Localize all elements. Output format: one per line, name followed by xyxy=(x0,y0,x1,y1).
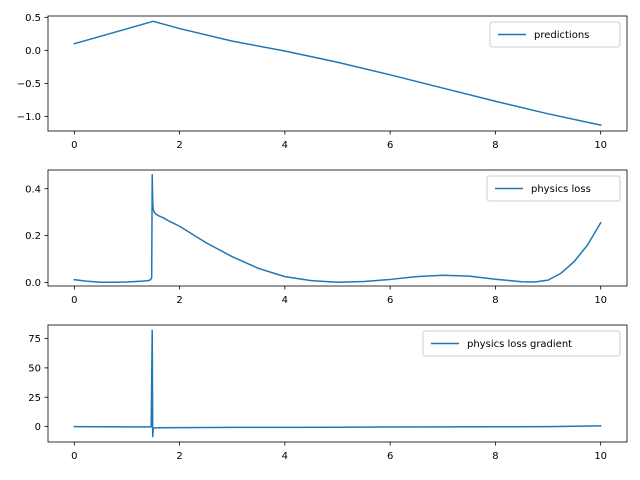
physics-loss-x-tick-label: 4 xyxy=(282,295,288,306)
physics-loss-gradient-x-tick-label: 4 xyxy=(282,451,288,462)
physics-loss-gradient-x-tick-label: 10 xyxy=(594,451,607,462)
predictions-y-tick-label: 0.5 xyxy=(25,13,41,24)
predictions-x-tick-label: 10 xyxy=(594,140,607,151)
physics-loss-subplot: 0 2 4 6 8 10 0.0 0.2 0.4 physics loss xyxy=(25,169,628,306)
physics-loss-series-line xyxy=(73,173,602,283)
predictions-x-tick-label: 6 xyxy=(387,140,393,151)
physics-loss-gradient-x-tick-label: 8 xyxy=(492,451,498,462)
physics-loss-x-tick-label: 10 xyxy=(594,295,607,306)
predictions-y-tick-label: −0.5 xyxy=(17,79,41,90)
physics-loss-x-tick-label: 6 xyxy=(387,295,393,306)
physics-loss-gradient-x-tick-label: 0 xyxy=(71,451,77,462)
physics-loss-gradient-legend: physics loss gradient xyxy=(422,330,621,357)
physics-loss-legend-box xyxy=(486,175,621,202)
physics-loss-gradient-series-line xyxy=(73,329,602,438)
predictions-x-tick-label: 0 xyxy=(71,140,77,151)
physics-loss-gradient-x-tick-label: 2 xyxy=(176,451,182,462)
physics-loss-legend: physics loss xyxy=(486,175,621,202)
predictions-x-tick-label: 8 xyxy=(492,140,498,151)
physics-loss-legend-label: physics loss xyxy=(531,184,591,195)
physics-loss-y-tick-label: 0.4 xyxy=(25,184,41,195)
physics-loss-gradient-legend-label: physics loss gradient xyxy=(467,339,572,350)
physics-loss-x-tick-label: 2 xyxy=(176,295,182,306)
physics-loss-gradient-y-tick-label: 50 xyxy=(28,363,41,374)
predictions-series-line xyxy=(73,20,602,126)
predictions-x-tick-label: 2 xyxy=(176,140,182,151)
predictions-axes-frame xyxy=(47,15,628,132)
physics-loss-x-tick-label: 8 xyxy=(492,295,498,306)
predictions-legend-box xyxy=(489,21,621,48)
physics-loss-gradient-subplot: 0 2 4 6 8 10 75 50 25 0 physics loss gradient xyxy=(28,324,628,462)
predictions-y-tick-label: −1.0 xyxy=(17,112,41,123)
physics-loss-y-tick-label: 0.2 xyxy=(25,231,41,242)
predictions-subplot: 0 2 4 6 8 10 0.5 0.0 −0.5 −1.0 predictions xyxy=(17,13,628,151)
physics-loss-axes-frame xyxy=(47,169,628,287)
physics-loss-x-tick-label: 0 xyxy=(71,295,77,306)
predictions-x-tick-label: 4 xyxy=(282,140,288,151)
physics-loss-gradient-x-tick-label: 6 xyxy=(387,451,393,462)
physics-loss-gradient-y-tick-label: 0 xyxy=(35,422,41,433)
physics-loss-y-tick-label: 0.0 xyxy=(25,278,41,289)
physics-loss-gradient-legend-box xyxy=(422,330,621,357)
predictions-y-tick-label: 0.0 xyxy=(25,46,41,57)
physics-loss-gradient-y-tick-label: 25 xyxy=(28,393,41,404)
predictions-legend: predictions xyxy=(489,21,621,48)
physics-loss-gradient-y-tick-label: 75 xyxy=(28,334,41,345)
predictions-legend-label: predictions xyxy=(534,30,589,41)
physics-loss-gradient-axes-frame xyxy=(47,324,628,443)
